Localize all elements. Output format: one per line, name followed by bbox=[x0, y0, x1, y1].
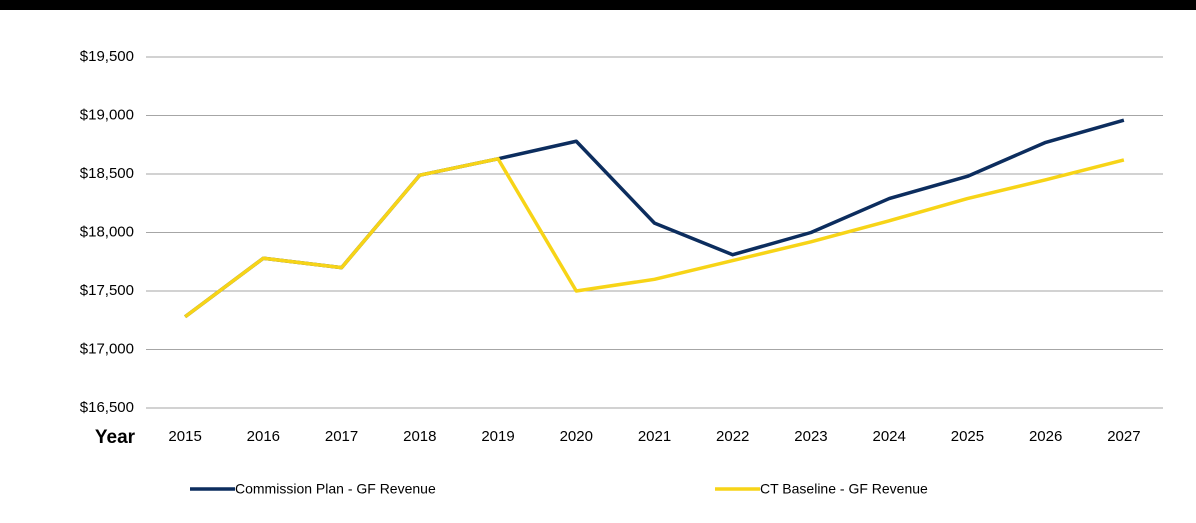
y-tick-label: $17,500 bbox=[80, 282, 134, 299]
x-tick-label: 2024 bbox=[873, 428, 906, 445]
y-tick-label: $16,500 bbox=[80, 399, 134, 416]
y-tick-label: $18,000 bbox=[80, 223, 134, 240]
x-tick-label: 2018 bbox=[403, 428, 436, 445]
series-line bbox=[184, 118, 1125, 319]
x-tick-label: 2027 bbox=[1107, 428, 1140, 445]
series-line bbox=[184, 157, 1125, 319]
y-tick-label: $19,000 bbox=[80, 106, 134, 123]
x-tick-label: 2021 bbox=[638, 428, 671, 445]
x-tick-label: 2023 bbox=[794, 428, 827, 445]
legend-label: CT Baseline - GF Revenue bbox=[760, 481, 928, 497]
y-tick-label: $18,500 bbox=[80, 165, 134, 182]
y-tick-label: $17,000 bbox=[80, 340, 134, 357]
x-tick-label: 2019 bbox=[481, 428, 514, 445]
legend-label: Commission Plan - GF Revenue bbox=[235, 481, 436, 497]
x-axis-label: Year bbox=[95, 427, 136, 448]
x-tick-label: 2026 bbox=[1029, 428, 1062, 445]
x-tick-label: 2022 bbox=[716, 428, 749, 445]
x-tick-label: 2016 bbox=[247, 428, 280, 445]
x-tick-label: 2017 bbox=[325, 428, 358, 445]
top-bar bbox=[0, 0, 1196, 10]
x-tick-label: 2020 bbox=[560, 428, 593, 445]
x-tick-label: 2025 bbox=[951, 428, 984, 445]
x-tick-label: 2015 bbox=[168, 428, 201, 445]
y-tick-label: $19,500 bbox=[80, 48, 134, 65]
